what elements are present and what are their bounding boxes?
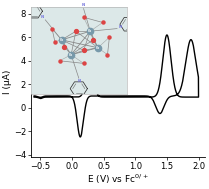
X-axis label: E (V) vs Fc$^{0/+}$: E (V) vs Fc$^{0/+}$ bbox=[87, 172, 149, 186]
Y-axis label: I (μA): I (μA) bbox=[4, 70, 13, 94]
